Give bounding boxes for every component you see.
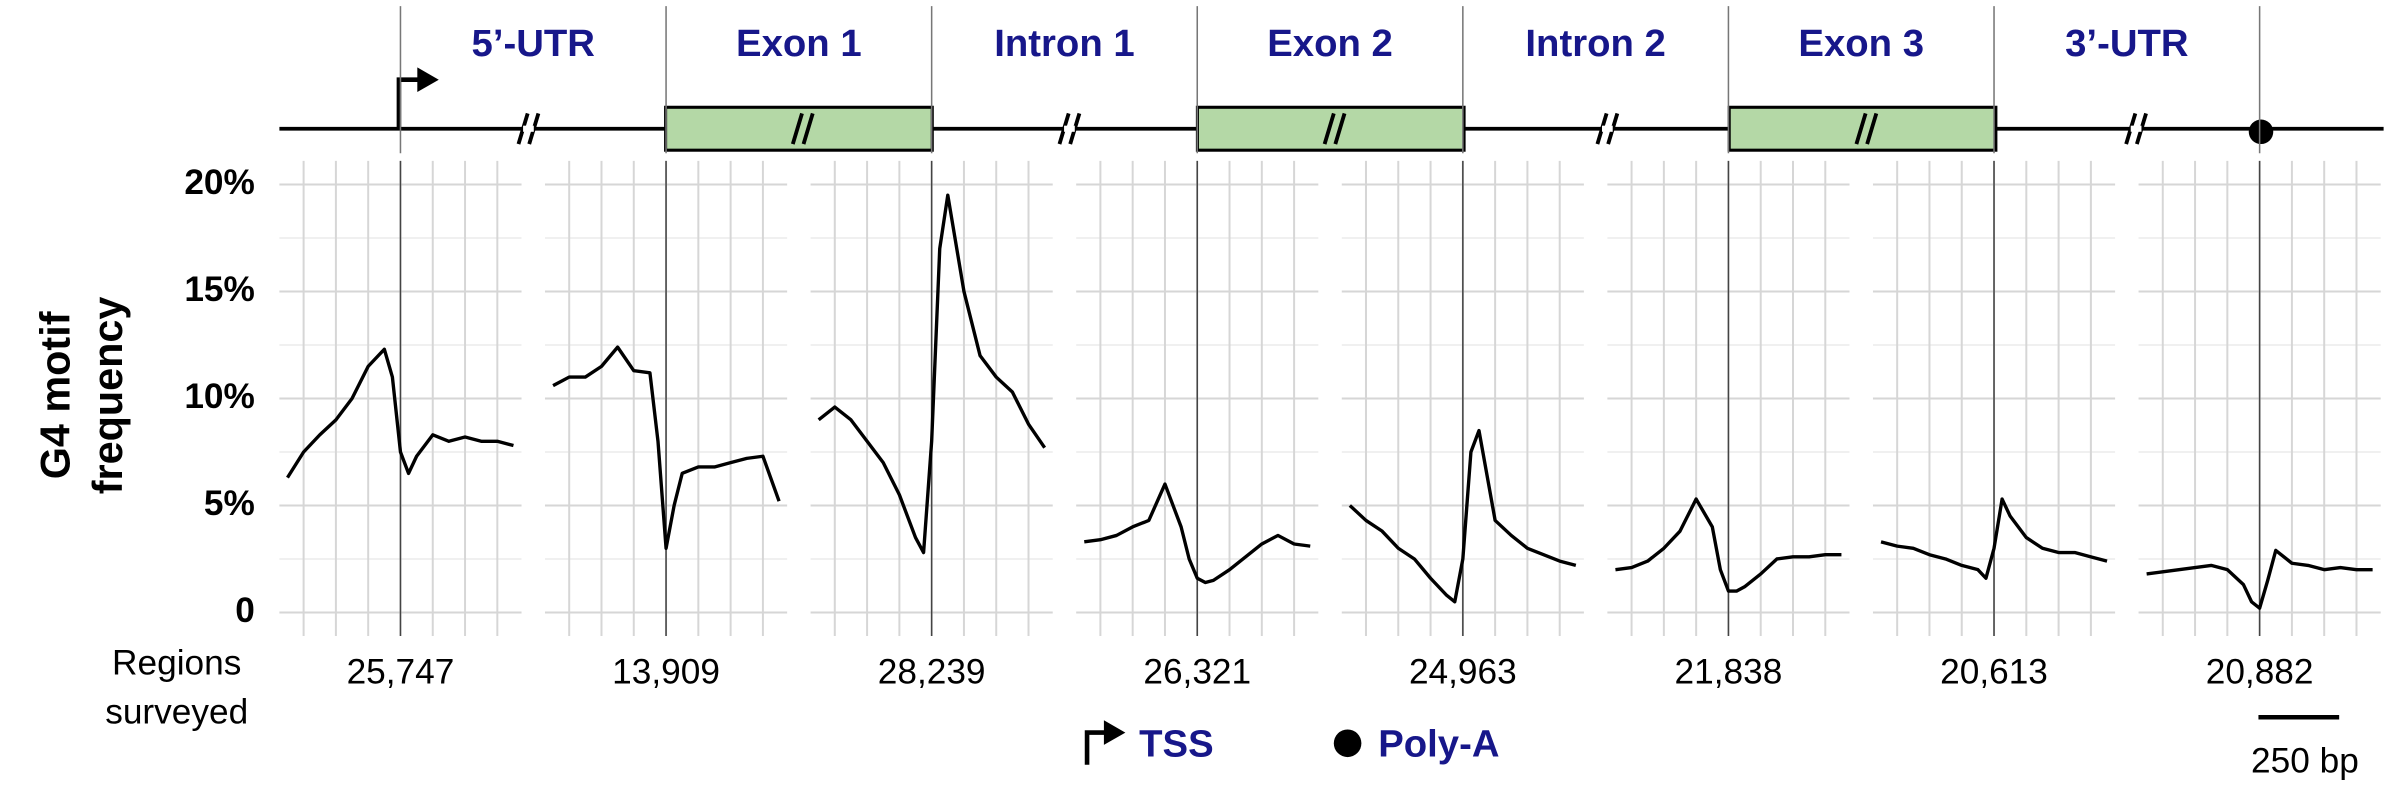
y-tick-label: 5% bbox=[204, 484, 255, 523]
data-line bbox=[1084, 482, 1311, 585]
legend: TSS Poly-A bbox=[1084, 720, 1500, 765]
tss-arrow bbox=[396, 77, 421, 129]
panel bbox=[1341, 160, 1584, 637]
data-line bbox=[1615, 497, 1842, 593]
y-tick-label: 20% bbox=[184, 163, 255, 202]
regions-count: 28,239 bbox=[878, 653, 986, 692]
y-axis-label: G4 motif frequency bbox=[33, 297, 131, 495]
data-line bbox=[2146, 548, 2373, 610]
data-line bbox=[1880, 497, 2108, 580]
panel bbox=[279, 160, 522, 637]
regions-count: 24,963 bbox=[1409, 653, 1517, 692]
legend-tss: TSS bbox=[1139, 722, 1213, 765]
regions-count: 20,882 bbox=[2206, 653, 2314, 692]
regions-count: 21,838 bbox=[1675, 653, 1783, 692]
y-tick-label: 10% bbox=[184, 377, 255, 416]
break-mark bbox=[790, 112, 815, 145]
y-tick-label: 15% bbox=[184, 270, 255, 309]
region-label: Intron 1 bbox=[994, 22, 1134, 65]
y-tick-label: 0 bbox=[235, 591, 255, 630]
break-marks bbox=[516, 112, 2148, 145]
polya-dot bbox=[2248, 119, 2274, 145]
gene-structure bbox=[279, 67, 2384, 152]
region-label: Exon 1 bbox=[736, 22, 862, 65]
legend-tss-icon bbox=[1084, 730, 1107, 765]
region-label: 5’-UTR bbox=[472, 22, 595, 65]
data-line bbox=[817, 193, 1047, 555]
regions-count: 13,909 bbox=[612, 653, 720, 692]
data-line bbox=[286, 347, 514, 479]
data-line bbox=[1348, 428, 1577, 604]
regions-count: 20,613 bbox=[1940, 653, 2048, 692]
break-mark bbox=[1854, 112, 1879, 145]
scale-bar-label: 250 bp bbox=[2251, 742, 2359, 781]
legend-polya: Poly-A bbox=[1378, 722, 1499, 765]
y-axis-label-line: frequency bbox=[85, 297, 131, 495]
panel bbox=[544, 160, 788, 637]
legend-tss-arrowhead bbox=[1103, 720, 1126, 745]
panel bbox=[2138, 160, 2381, 637]
panel bbox=[1607, 160, 1850, 637]
region-label: Exon 3 bbox=[1798, 22, 1924, 65]
panel bbox=[1076, 160, 1319, 637]
tss-arrowhead bbox=[417, 67, 439, 92]
panel bbox=[1872, 160, 2116, 637]
panel bbox=[810, 160, 1053, 637]
break-mark bbox=[1322, 112, 1347, 145]
region-label: Intron 2 bbox=[1525, 22, 1665, 65]
count-label: surveyed bbox=[105, 692, 248, 731]
data-line bbox=[552, 345, 781, 550]
region-label: Exon 2 bbox=[1267, 22, 1393, 65]
regions-count: 26,321 bbox=[1143, 653, 1251, 692]
y-axis-label-line: G4 motif bbox=[33, 311, 79, 479]
regions-count: 25,747 bbox=[347, 653, 455, 692]
legend-polya-icon bbox=[1333, 729, 1362, 758]
region-label: 3’-UTR bbox=[2065, 22, 2188, 65]
count-label: Regions bbox=[112, 643, 241, 682]
